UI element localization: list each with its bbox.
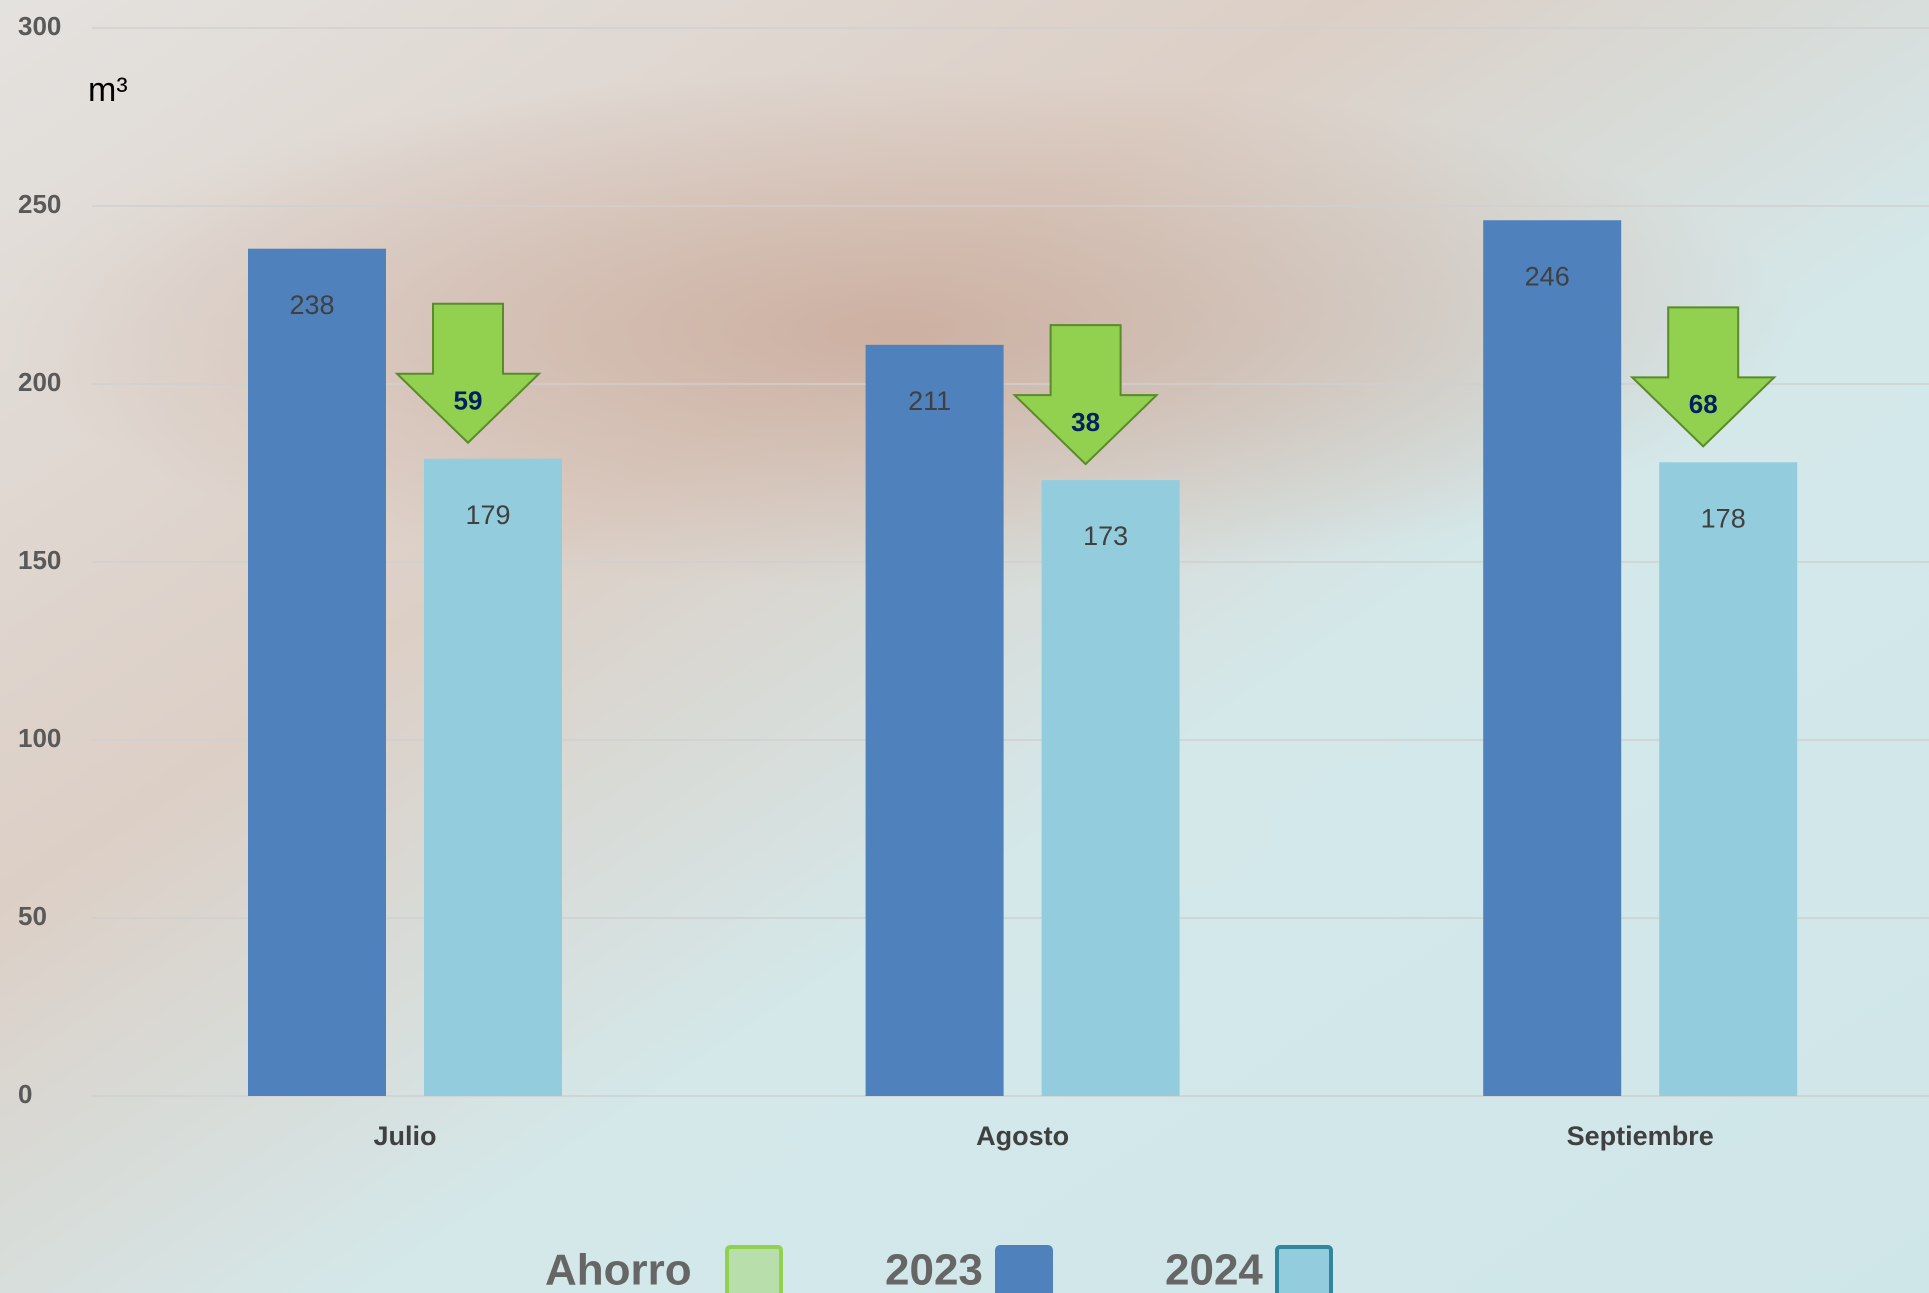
legend-swatch: [997, 1247, 1051, 1293]
legend-label: Ahorro: [545, 1246, 692, 1293]
savings-label: 68: [1689, 389, 1718, 419]
bar: [1042, 480, 1180, 1096]
legend-swatch: [1277, 1247, 1331, 1293]
value-label: 173: [1083, 521, 1128, 551]
bar: [866, 345, 1004, 1096]
value-label: 238: [289, 290, 334, 320]
savings-label: 38: [1071, 407, 1100, 437]
value-label: 179: [465, 500, 510, 530]
bar: [1659, 462, 1797, 1096]
savings-label: 59: [454, 386, 483, 416]
value-label: 211: [908, 386, 951, 416]
y-tick-label: 150: [18, 545, 61, 575]
x-tick-label: Agosto: [976, 1121, 1069, 1151]
y-tick-label: 250: [18, 189, 61, 219]
x-tick-label: Septiembre: [1567, 1121, 1714, 1151]
legend-swatch: [727, 1247, 781, 1293]
y-tick-label: 200: [18, 367, 61, 397]
x-tick-label: Julio: [373, 1121, 436, 1151]
chart: m³ 0 50 100 150 200 250 300 Julio 238 179 59 Agosto…: [0, 0, 1929, 1293]
legend-label: 2023: [885, 1246, 983, 1293]
bar: [1483, 220, 1621, 1096]
y-tick-label: 300: [18, 11, 61, 41]
value-label: 178: [1701, 503, 1746, 533]
legend-label: 2024: [1165, 1246, 1263, 1293]
y-unit: m³: [88, 71, 128, 109]
y-tick-label: 100: [18, 723, 61, 753]
value-label: 246: [1525, 261, 1570, 291]
bar: [424, 459, 562, 1096]
y-tick-label: 0: [18, 1079, 32, 1109]
y-tick-label: 50: [18, 901, 47, 931]
bar: [248, 249, 386, 1096]
